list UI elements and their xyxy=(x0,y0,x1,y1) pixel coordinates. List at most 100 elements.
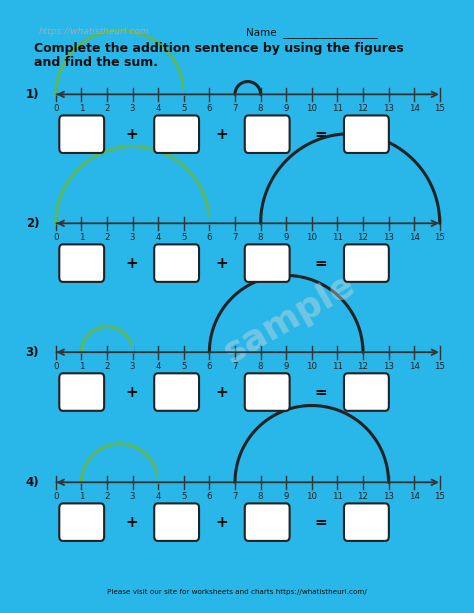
Text: +: + xyxy=(216,256,228,270)
Text: 6: 6 xyxy=(207,362,212,371)
Text: 2: 2 xyxy=(104,233,110,242)
FancyBboxPatch shape xyxy=(59,245,104,282)
Text: 1: 1 xyxy=(79,362,84,371)
Text: 14: 14 xyxy=(409,492,419,501)
Text: 6: 6 xyxy=(207,233,212,242)
Text: 4: 4 xyxy=(155,492,161,501)
FancyBboxPatch shape xyxy=(245,373,290,411)
Text: 11: 11 xyxy=(332,104,343,113)
Text: 9: 9 xyxy=(283,104,289,113)
Text: 11: 11 xyxy=(332,233,343,242)
Text: 6: 6 xyxy=(207,492,212,501)
Text: 14: 14 xyxy=(409,362,419,371)
Text: 1: 1 xyxy=(79,233,84,242)
Text: 3: 3 xyxy=(130,492,136,501)
Text: 15: 15 xyxy=(434,104,445,113)
Text: 2: 2 xyxy=(104,492,110,501)
Text: 8: 8 xyxy=(258,233,264,242)
Text: 10: 10 xyxy=(306,233,317,242)
Text: 8: 8 xyxy=(258,104,264,113)
Text: 1): 1) xyxy=(26,88,39,101)
Text: 8: 8 xyxy=(258,362,264,371)
Text: 9: 9 xyxy=(283,492,289,501)
Text: 2: 2 xyxy=(104,362,110,371)
Text: 15: 15 xyxy=(434,362,445,371)
Text: 12: 12 xyxy=(357,362,368,371)
Text: 7: 7 xyxy=(232,233,238,242)
Text: =: = xyxy=(315,515,328,530)
Text: 3: 3 xyxy=(130,104,136,113)
Text: 1: 1 xyxy=(79,492,84,501)
Text: =: = xyxy=(315,384,328,400)
FancyBboxPatch shape xyxy=(154,373,199,411)
Text: 4): 4) xyxy=(26,476,39,489)
Text: =: = xyxy=(315,256,328,270)
Text: 5: 5 xyxy=(181,233,187,242)
Text: 0: 0 xyxy=(53,233,59,242)
Text: 12: 12 xyxy=(357,233,368,242)
Text: +: + xyxy=(216,127,228,142)
Text: 1: 1 xyxy=(79,104,84,113)
Text: 4: 4 xyxy=(155,233,161,242)
FancyBboxPatch shape xyxy=(344,115,389,153)
Text: +: + xyxy=(216,515,228,530)
Text: and find the sum.: and find the sum. xyxy=(34,56,158,69)
Text: +: + xyxy=(216,384,228,400)
Text: +: + xyxy=(125,384,137,400)
Text: 15: 15 xyxy=(434,233,445,242)
Text: Name  __________________: Name __________________ xyxy=(246,27,377,38)
Text: 11: 11 xyxy=(332,362,343,371)
Text: 9: 9 xyxy=(283,233,289,242)
FancyBboxPatch shape xyxy=(245,503,290,541)
Text: 3: 3 xyxy=(130,233,136,242)
Text: +: + xyxy=(125,127,137,142)
Text: 2): 2) xyxy=(26,217,39,230)
Text: 11: 11 xyxy=(332,492,343,501)
Text: 8: 8 xyxy=(258,492,264,501)
Text: 3: 3 xyxy=(130,362,136,371)
Text: +: + xyxy=(125,256,137,270)
Text: 13: 13 xyxy=(383,233,394,242)
Text: 7: 7 xyxy=(232,104,238,113)
FancyBboxPatch shape xyxy=(344,503,389,541)
FancyBboxPatch shape xyxy=(154,115,199,153)
Text: 15: 15 xyxy=(434,492,445,501)
FancyBboxPatch shape xyxy=(59,115,104,153)
Text: Please visit our site for worksheets and charts https://whatistheurl.com/: Please visit our site for worksheets and… xyxy=(107,589,367,595)
Text: 5: 5 xyxy=(181,104,187,113)
Text: 6: 6 xyxy=(207,104,212,113)
Text: 4: 4 xyxy=(155,362,161,371)
FancyBboxPatch shape xyxy=(245,115,290,153)
FancyBboxPatch shape xyxy=(344,245,389,282)
Text: 14: 14 xyxy=(409,104,419,113)
Text: 10: 10 xyxy=(306,492,317,501)
Text: 13: 13 xyxy=(383,492,394,501)
Text: 0: 0 xyxy=(53,362,59,371)
FancyBboxPatch shape xyxy=(154,503,199,541)
Text: sample: sample xyxy=(217,267,361,370)
Text: 14: 14 xyxy=(409,233,419,242)
Text: 10: 10 xyxy=(306,104,317,113)
Text: 12: 12 xyxy=(357,492,368,501)
Text: 0: 0 xyxy=(53,492,59,501)
FancyBboxPatch shape xyxy=(344,373,389,411)
Text: 12: 12 xyxy=(357,104,368,113)
Text: https://whatistheurl.com: https://whatistheurl.com xyxy=(38,27,149,36)
Text: +: + xyxy=(125,515,137,530)
Text: 7: 7 xyxy=(232,492,238,501)
Text: 5: 5 xyxy=(181,362,187,371)
FancyBboxPatch shape xyxy=(245,245,290,282)
Text: 7: 7 xyxy=(232,362,238,371)
Text: 0: 0 xyxy=(53,104,59,113)
Text: =: = xyxy=(315,127,328,142)
Text: 13: 13 xyxy=(383,104,394,113)
Text: Complete the addition sentence by using the figures: Complete the addition sentence by using … xyxy=(34,42,404,55)
FancyBboxPatch shape xyxy=(59,503,104,541)
Text: 3): 3) xyxy=(26,346,39,359)
FancyBboxPatch shape xyxy=(154,245,199,282)
Text: 9: 9 xyxy=(283,362,289,371)
Text: 2: 2 xyxy=(104,104,110,113)
Text: 13: 13 xyxy=(383,362,394,371)
Text: 10: 10 xyxy=(306,362,317,371)
Text: 4: 4 xyxy=(155,104,161,113)
